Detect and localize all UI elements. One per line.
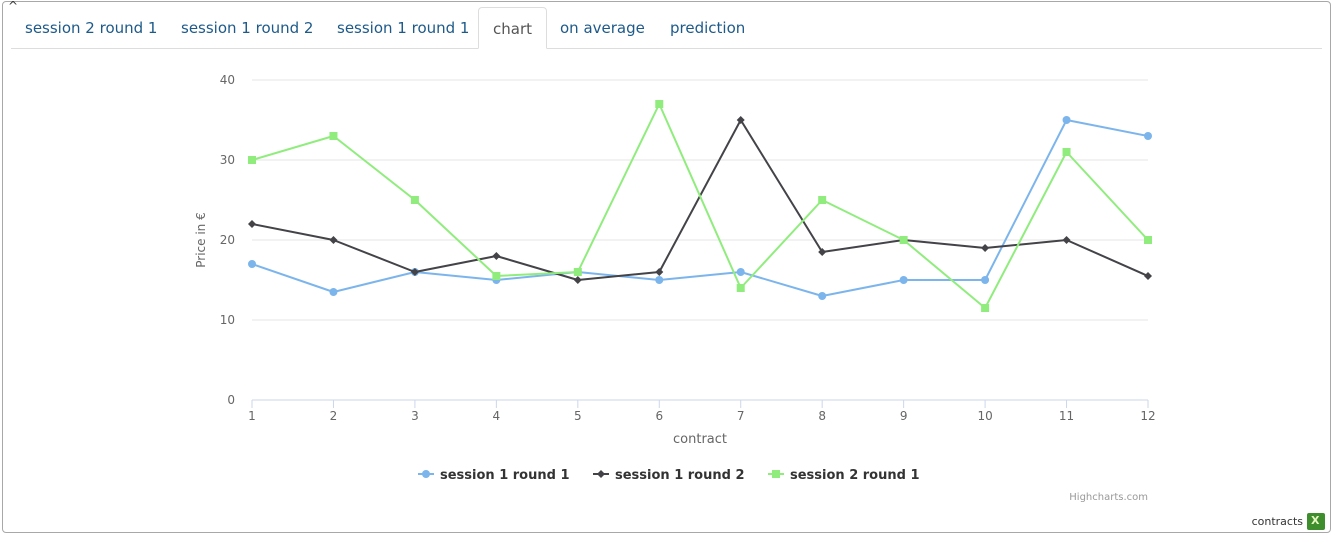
data-point [655,276,664,284]
tab-chart[interactable]: chart [478,7,547,49]
legend-marker [422,470,430,478]
data-point [981,304,990,312]
x-axis-title: contract [673,432,727,447]
data-point [248,220,256,228]
y-tick-label: 0 [227,393,235,407]
series-2 [248,116,1152,284]
tab-prediction[interactable]: prediction [670,19,746,37]
footer-label: contracts [1251,515,1303,528]
credits-label: Highcharts.com [1069,492,1148,503]
data-point [248,156,256,164]
data-point [655,268,664,276]
y-axis-title: Price in € [194,212,208,267]
data-point [981,276,990,284]
data-point [492,252,501,260]
data-point [655,100,664,108]
data-point [899,236,908,244]
legend-item[interactable]: session 1 round 2 [593,468,745,483]
data-point [818,248,827,256]
data-point [1062,116,1071,124]
x-tick-label: 10 [977,409,992,423]
data-point [492,272,501,280]
data-point [573,276,582,284]
tab-session-1-round-1[interactable]: session 1 round 1 [337,19,470,37]
legend-marker [772,470,780,478]
excel-icon[interactable] [1307,513,1325,530]
x-tick-label: 12 [1140,409,1155,423]
x-tick-label: 8 [818,409,826,423]
data-point [981,244,990,252]
x-tick-label: 11 [1059,409,1074,423]
data-point [736,284,745,292]
x-tick-label: 4 [493,409,501,423]
y-tick-label: 20 [220,233,235,247]
data-point [818,196,827,204]
data-point [1062,148,1071,156]
data-point [818,292,827,300]
tab-on-average[interactable]: on average [560,19,645,37]
tab-session-1-round-2[interactable]: session 1 round 2 [181,19,314,37]
x-tick-label: 7 [737,409,745,423]
data-point [329,236,338,244]
data-point [329,288,338,296]
legend-label: session 2 round 1 [790,468,920,483]
data-point [1062,236,1071,244]
y-tick-label: 30 [220,153,235,167]
series-line [251,103,1149,309]
data-point [1144,132,1152,140]
series-1 [248,116,1152,300]
x-tick-label: 3 [411,409,419,423]
x-tick-label: 5 [574,409,582,423]
x-tick-label: 1 [248,409,256,423]
legend-item[interactable]: session 2 round 1 [768,468,920,483]
tab-bar: session 2 round 1 session 1 round 2 sess… [11,7,1322,49]
export-footer[interactable]: contracts [1252,513,1325,530]
series-3 [248,100,1152,312]
legend-label: session 1 round 2 [615,468,745,483]
data-point [573,268,582,276]
data-point [736,116,745,124]
data-point [1144,236,1152,244]
y-tick-label: 40 [220,73,235,87]
data-point [410,268,419,276]
data-point [248,260,256,268]
data-point [1144,272,1152,280]
series-line [251,119,1149,281]
data-point [329,132,338,140]
y-tick-label: 10 [220,313,235,327]
data-point [410,196,419,204]
legend-label: session 1 round 1 [440,468,570,483]
series-line [251,119,1149,297]
data-point [736,268,745,276]
tab-session-2-round-1[interactable]: session 2 round 1 [25,19,158,37]
x-tick-label: 6 [655,409,663,423]
legend-marker [597,470,605,478]
x-tick-label: 2 [330,409,338,423]
x-tick-label: 9 [900,409,908,423]
collapse-icon[interactable]: ^ [8,0,19,13]
legend-item[interactable]: session 1 round 1 [418,468,570,483]
data-point [899,276,908,284]
